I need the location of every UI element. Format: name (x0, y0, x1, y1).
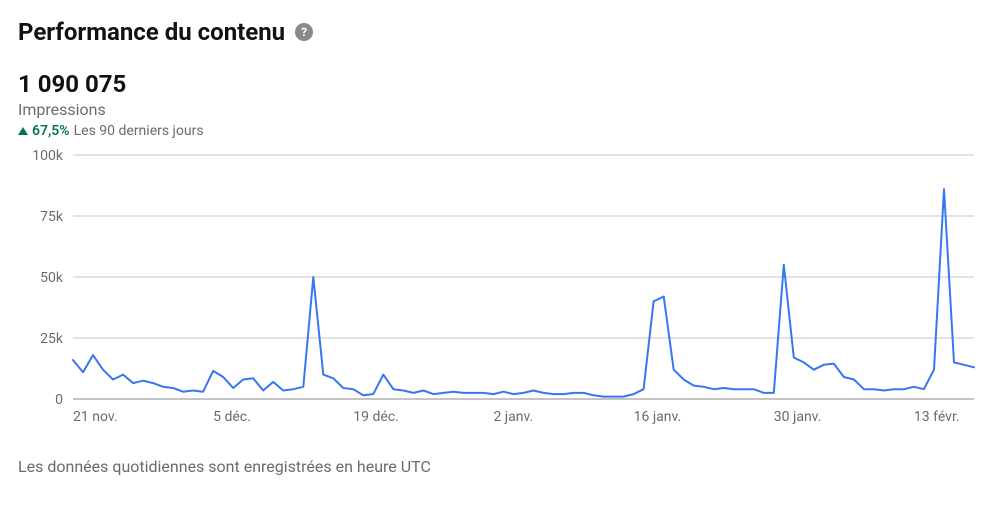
change-percent: 67,5% (32, 123, 70, 139)
impressions-chart: 0 25k 50k 75k 100k 21 nov. 5 déc. 19 déc. 2 janv… (18, 149, 980, 429)
metric-label: Impressions (18, 100, 980, 119)
x-axis-label: 21 nov. (73, 409, 118, 425)
chart-svg: 0 25k 50k 75k 100k 21 nov. 5 déc. 19 déc. 2 janv… (18, 149, 980, 429)
y-axis-label: 50k (40, 270, 64, 286)
x-axis-label: 19 déc. (353, 409, 399, 425)
arrow-up-icon (18, 127, 28, 135)
header: Performance du contenu ? (18, 18, 980, 46)
x-axis-label: 5 déc. (213, 409, 251, 425)
x-axis-label: 2 janv. (493, 409, 533, 425)
chart-footnote: Les données quotidiennes sont enregistré… (18, 457, 980, 476)
metric-value: 1 090 075 (18, 70, 980, 98)
page-title: Performance du contenu (18, 18, 285, 46)
change-period: Les 90 derniers jours (74, 123, 204, 139)
help-icon[interactable]: ? (295, 23, 313, 41)
y-axis-label: 100k (32, 149, 64, 164)
y-axis-label: 75k (40, 209, 64, 225)
x-axis-label: 16 janv. (634, 409, 682, 425)
x-axis-label: 30 janv. (774, 409, 822, 425)
x-axis-label: 13 févr. (914, 409, 960, 425)
impressions-line (73, 189, 974, 396)
y-axis-label: 25k (40, 331, 64, 347)
y-axis-label: 0 (55, 392, 63, 408)
metric-change: 67,5% Les 90 derniers jours (18, 123, 980, 139)
